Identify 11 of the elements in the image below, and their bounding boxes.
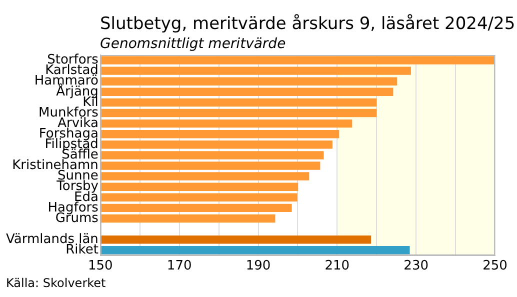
- text: Källa: Skolverket: [6, 276, 106, 290]
- x-tick-label: 230: [404, 258, 428, 274]
- chart-subtitle: Genomsnittligt meritvärde: [100, 36, 286, 52]
- x-tick-label: 250: [482, 258, 508, 274]
- x-tick-label: 210: [324, 258, 350, 274]
- x-tick-label: 150: [88, 258, 113, 274]
- y-tick-label: Filipstad: [44, 137, 98, 152]
- x-tick-label: 170: [166, 258, 192, 274]
- x-tick-label: 190: [246, 258, 271, 274]
- chart-title: Slutbetyg, meritvärde årskurs 9, läsåret 2024/25: [100, 14, 516, 34]
- y-tick-label: Grums: [55, 210, 99, 226]
